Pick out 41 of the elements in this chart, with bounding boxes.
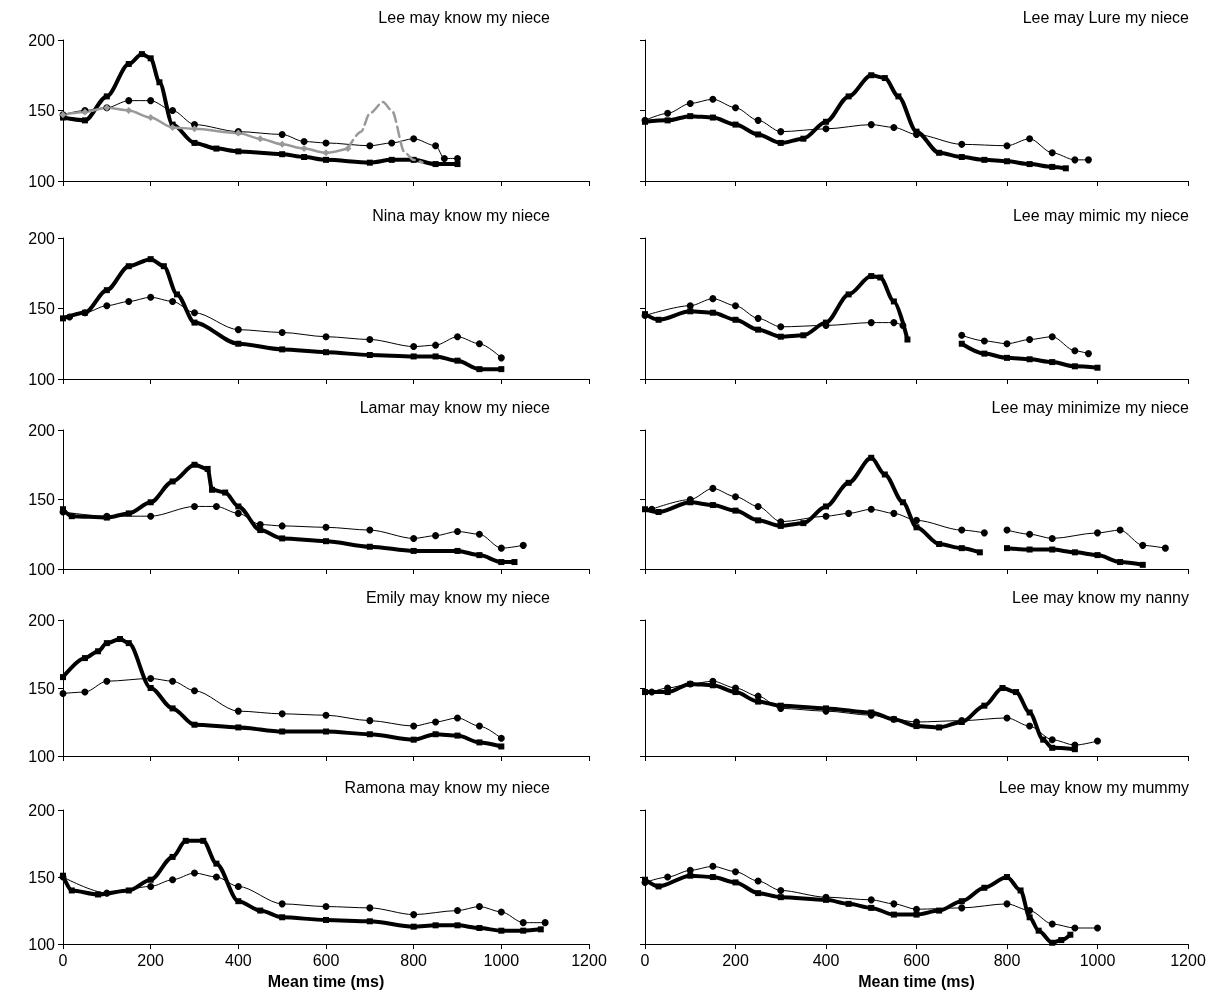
- x-tick-label: 1200: [1170, 951, 1206, 969]
- chart-title: Emily may know my niece: [365, 588, 551, 606]
- chart-title: Lee may know my mummy: [998, 778, 1189, 796]
- x-tick-label: 600: [903, 951, 930, 969]
- y-tick-label: 100: [28, 747, 56, 765]
- y-tick-label: 150: [28, 868, 56, 886]
- chart-title: Lee may know my niece: [378, 8, 551, 26]
- y-tick-label: 100: [28, 935, 56, 953]
- x-axis-title: Mean time (ms): [267, 972, 385, 990]
- x-tick-label: 200: [137, 951, 165, 969]
- y-tick-label: 200: [28, 31, 56, 49]
- x-tick-label: 600: [312, 951, 340, 969]
- x-tick-label: 0: [640, 951, 650, 969]
- y-tick-label: 200: [28, 229, 56, 247]
- x-tick-label: 1000: [483, 951, 520, 969]
- x-tick-label: 1000: [1079, 951, 1116, 969]
- chart-title: Lee may minimize my niece: [991, 398, 1190, 416]
- y-tick-label: 100: [28, 172, 56, 190]
- y-tick-label: 150: [28, 679, 56, 697]
- y-tick-label: 150: [28, 102, 56, 119]
- chart-title: Nina may know my niece: [372, 206, 551, 224]
- chart-title: Ramona may know my niece: [344, 778, 551, 796]
- x-tick-label: 800: [400, 951, 428, 969]
- chart-title: Lee may Lure my niece: [1022, 8, 1190, 26]
- x-tick-label: 400: [812, 951, 840, 969]
- chart-title: Lee may know my nanny: [1012, 588, 1190, 606]
- x-tick-label: 1200: [571, 951, 607, 969]
- y-tick-label: 150: [28, 300, 56, 317]
- x-tick-label: 800: [993, 951, 1021, 969]
- y-tick-label: 200: [28, 421, 56, 439]
- y-tick-label: 150: [28, 491, 56, 508]
- y-tick-label: 100: [28, 560, 56, 578]
- y-tick-label: 200: [28, 801, 56, 819]
- x-axis-title: Mean time (ms): [858, 972, 975, 990]
- y-tick-label: 100: [28, 370, 56, 388]
- chart-title: Lamar may know my niece: [359, 398, 551, 416]
- y-tick-label: 200: [28, 611, 56, 629]
- x-tick-label: 200: [722, 951, 749, 969]
- x-tick-label: 400: [224, 951, 252, 969]
- chart-title: Lee may mimic my niece: [1012, 206, 1190, 224]
- x-tick-label: 0: [58, 951, 68, 969]
